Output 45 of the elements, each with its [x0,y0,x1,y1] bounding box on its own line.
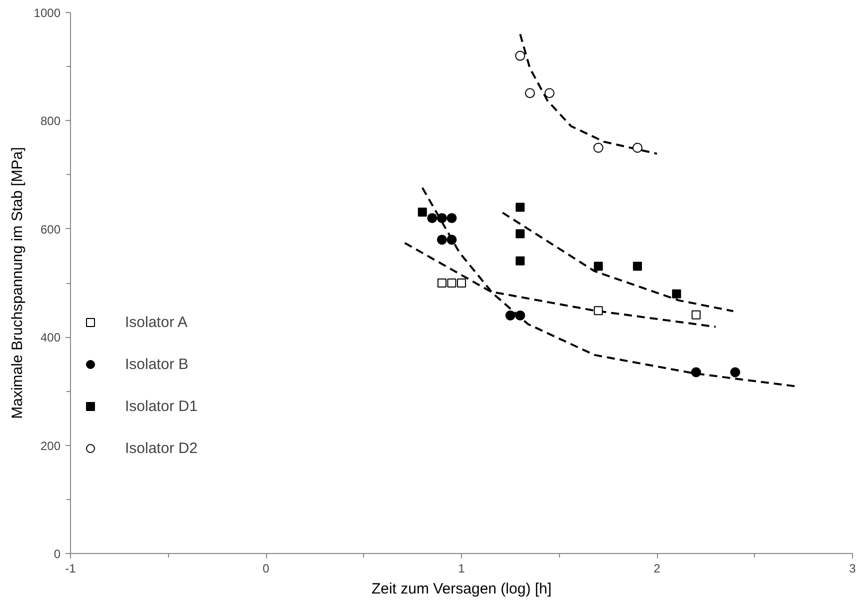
point [524,88,535,98]
y-tick-label: 0 [54,547,61,561]
point [692,310,701,320]
y-tick-label: 400 [40,330,61,345]
point [691,367,702,378]
y-tick-label: 600 [40,222,61,236]
x-tick-label: 0 [262,562,270,576]
point [437,278,446,288]
point [632,262,642,271]
point [516,229,525,238]
legend-label: Isolator D2 [125,440,198,456]
point [593,142,604,153]
y-axis-title: Maximale Bruchspannung im Stab [MPa] [8,147,26,419]
point [436,234,447,245]
x-tick-label: 3 [849,562,856,576]
line-series [502,212,734,312]
point [447,278,456,288]
point [594,306,603,316]
point [446,234,457,245]
x-axis-title: Zeit zum Versagen (log) [h] [371,580,552,598]
y-tick-label: 800 [40,114,61,128]
point [436,213,447,224]
legend-label: Isolator D1 [125,398,198,414]
x-tick-label: -1 [65,562,76,576]
point [632,142,642,153]
point [446,213,457,224]
point [418,208,427,217]
point [515,310,526,320]
x-tick-label: 2 [654,562,661,576]
point [672,289,682,298]
point [730,367,740,378]
legend-label: Isolator B [125,356,188,372]
point [516,256,525,266]
point [505,310,516,320]
point [457,278,466,288]
y-tick-label: 200 [40,438,61,453]
line-series [519,33,658,155]
point [515,50,526,61]
point [516,202,525,212]
legend-label: Isolator A [125,314,188,330]
x-tick-label: 1 [458,562,466,576]
point [427,213,438,224]
y-tick-label: 1000 [34,6,61,20]
point [544,88,554,98]
point [594,262,603,271]
